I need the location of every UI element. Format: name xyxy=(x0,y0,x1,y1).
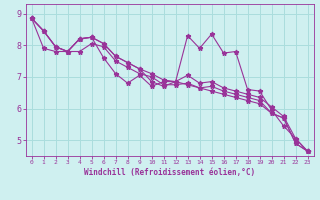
X-axis label: Windchill (Refroidissement éolien,°C): Windchill (Refroidissement éolien,°C) xyxy=(84,168,255,177)
